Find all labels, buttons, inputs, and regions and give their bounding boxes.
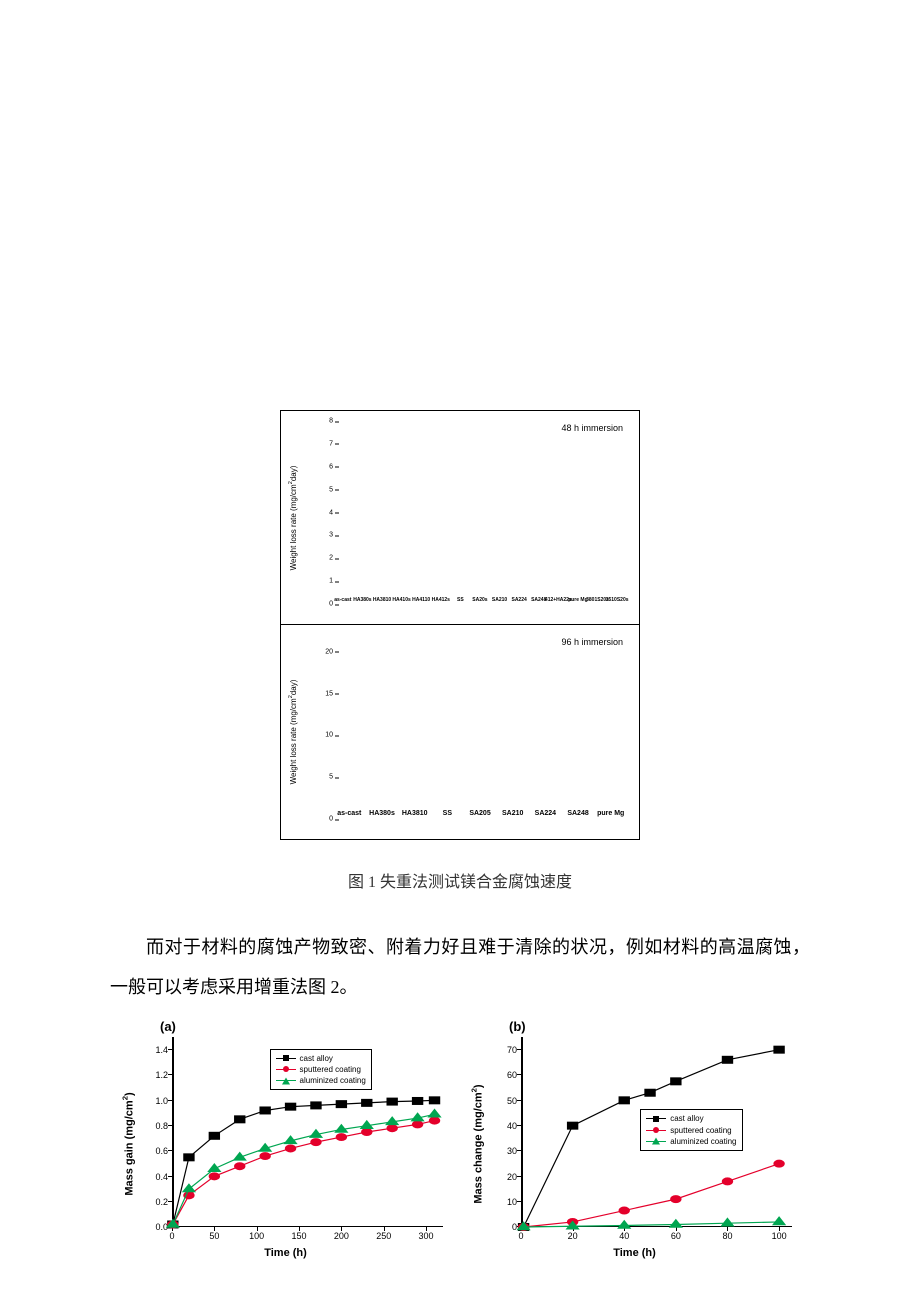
- bar-label: as-cast: [337, 810, 361, 817]
- y-tick: 5: [329, 486, 333, 493]
- bar-label: SA210: [502, 810, 523, 817]
- y-tick: 40: [499, 1121, 517, 1131]
- y-tick: 20: [325, 648, 333, 655]
- y-axis-label: Mass gain (mg/cm2): [121, 1093, 136, 1196]
- bar-label: SS: [457, 597, 464, 603]
- x-tick: 100: [772, 1231, 787, 1241]
- y-tick: 30: [499, 1146, 517, 1156]
- legend-item: aluminized coating: [646, 1136, 736, 1147]
- x-tick: 150: [292, 1231, 307, 1241]
- fig2-panel-a: (a)Mass gain (mg/cm2)Time (h)05010015020…: [120, 1019, 451, 1269]
- legend-label: aluminized coating: [300, 1075, 366, 1086]
- y-tick: 0.8: [150, 1121, 168, 1131]
- body-paragraph: 而对于材料的腐蚀产物致密、附着力好且难于清除的状况，例如材料的高温腐蚀，一般可以…: [110, 928, 810, 1007]
- bar-label: SA224: [511, 597, 526, 603]
- panel-tag: (a): [160, 1019, 176, 1034]
- legend-label: aluminized coating: [670, 1136, 736, 1147]
- y-tick: 50: [499, 1096, 517, 1106]
- y-tick: 0: [499, 1222, 517, 1232]
- figure-1: Weight loss rate (mg/cm2day)01234567848 …: [110, 410, 810, 892]
- x-tick: 40: [619, 1231, 629, 1241]
- legend-item: aluminized coating: [276, 1075, 366, 1086]
- panel-tag: (b): [509, 1019, 526, 1034]
- y-tick: 5: [329, 774, 333, 781]
- y-tick: 0.4: [150, 1172, 168, 1182]
- bar-label: HA3810: [402, 810, 428, 817]
- y-tick: 10: [325, 732, 333, 739]
- bar-label: 3510S20s: [606, 597, 629, 603]
- x-tick: 60: [671, 1231, 681, 1241]
- bar-label: HA410s: [392, 597, 410, 603]
- legend: cast alloysputtered coatingaluminized co…: [640, 1109, 742, 1151]
- bar-label: HA412s: [432, 597, 450, 603]
- y-tick: 0.0: [150, 1222, 168, 1232]
- paragraph-text: 而对于材料的腐蚀产物致密、附着力好且难于清除的状况，例如材料的高温腐蚀，一般可以…: [110, 928, 810, 1007]
- legend-item: sputtered coating: [646, 1125, 736, 1136]
- y-axis-label: Mass change (mg/cm2): [470, 1085, 485, 1204]
- y-tick: 2: [329, 555, 333, 562]
- y-tick: 10: [499, 1197, 517, 1207]
- legend-item: cast alloy: [276, 1053, 366, 1064]
- legend-label: sputtered coating: [670, 1125, 731, 1136]
- bar-label: SA20s: [472, 597, 487, 603]
- x-axis-label: Time (h): [613, 1247, 656, 1259]
- y-tick: 4: [329, 509, 333, 516]
- figure-1-caption: 图 1 失重法测试镁合金腐蚀速度: [348, 868, 572, 892]
- x-tick: 300: [419, 1231, 434, 1241]
- legend-label: sputtered coating: [300, 1064, 361, 1075]
- x-tick: 0: [169, 1231, 174, 1241]
- bar-label: pure Mg: [568, 597, 587, 603]
- y-axis-label: Weight loss rate (mg/cm2day): [288, 680, 298, 785]
- y-tick: 1.4: [150, 1045, 168, 1055]
- bar-label: SA205: [469, 810, 490, 817]
- y-tick: 1.0: [150, 1096, 168, 1106]
- y-tick: 8: [329, 418, 333, 425]
- bar-label: SS: [443, 810, 452, 817]
- plot-frame: 020406080100010203040506070cast alloyspu…: [521, 1037, 792, 1227]
- y-tick: 0: [329, 816, 333, 823]
- y-tick: 1: [329, 578, 333, 585]
- y-tick: 60: [499, 1070, 517, 1080]
- figure-2: (a)Mass gain (mg/cm2)Time (h)05010015020…: [120, 1019, 800, 1269]
- legend-label: cast alloy: [670, 1113, 703, 1124]
- y-tick: 15: [325, 690, 333, 697]
- y-tick: 0.2: [150, 1197, 168, 1207]
- bar-label: as-cast: [334, 597, 351, 603]
- y-tick: 20: [499, 1172, 517, 1182]
- y-tick: 0.6: [150, 1146, 168, 1156]
- y-tick: 7: [329, 440, 333, 447]
- x-axis-label: Time (h): [264, 1247, 307, 1259]
- x-tick: 0: [518, 1231, 523, 1241]
- fig2-panel-b: (b)Mass change (mg/cm2)Time (h)020406080…: [469, 1019, 800, 1269]
- x-tick: 80: [722, 1231, 732, 1241]
- bar-label: HA380s: [369, 810, 395, 817]
- y-tick: 6: [329, 463, 333, 470]
- plot-frame: 0501001502002503000.00.20.40.60.81.01.21…: [172, 1037, 443, 1227]
- y-tick: 1.2: [150, 1070, 168, 1080]
- y-axis-label: Weight loss rate (mg/cm2day): [288, 465, 298, 570]
- x-tick: 100: [249, 1231, 264, 1241]
- bar-label: SA210: [492, 597, 507, 603]
- bar-label: HA3810: [373, 597, 391, 603]
- y-tick: 0: [329, 601, 333, 608]
- legend-item: sputtered coating: [276, 1064, 366, 1075]
- x-tick: 20: [568, 1231, 578, 1241]
- bar-label: HA380s: [353, 597, 371, 603]
- fig1-panel-96h: Weight loss rate (mg/cm2day)0510152096 h…: [280, 625, 640, 840]
- y-tick: 3: [329, 532, 333, 539]
- legend: cast alloysputtered coatingaluminized co…: [270, 1049, 372, 1091]
- x-tick: 50: [209, 1231, 219, 1241]
- x-tick: 200: [334, 1231, 349, 1241]
- legend-label: cast alloy: [300, 1053, 333, 1064]
- bar-label: HA4110: [412, 597, 430, 603]
- bar-label: SA248: [567, 810, 588, 817]
- bar-label: SA224: [535, 810, 556, 817]
- legend-item: cast alloy: [646, 1113, 736, 1124]
- bar-label: pure Mg: [597, 810, 624, 817]
- y-tick: 70: [499, 1045, 517, 1055]
- x-tick: 250: [376, 1231, 391, 1241]
- fig1-panel-48h: Weight loss rate (mg/cm2day)01234567848 …: [280, 410, 640, 625]
